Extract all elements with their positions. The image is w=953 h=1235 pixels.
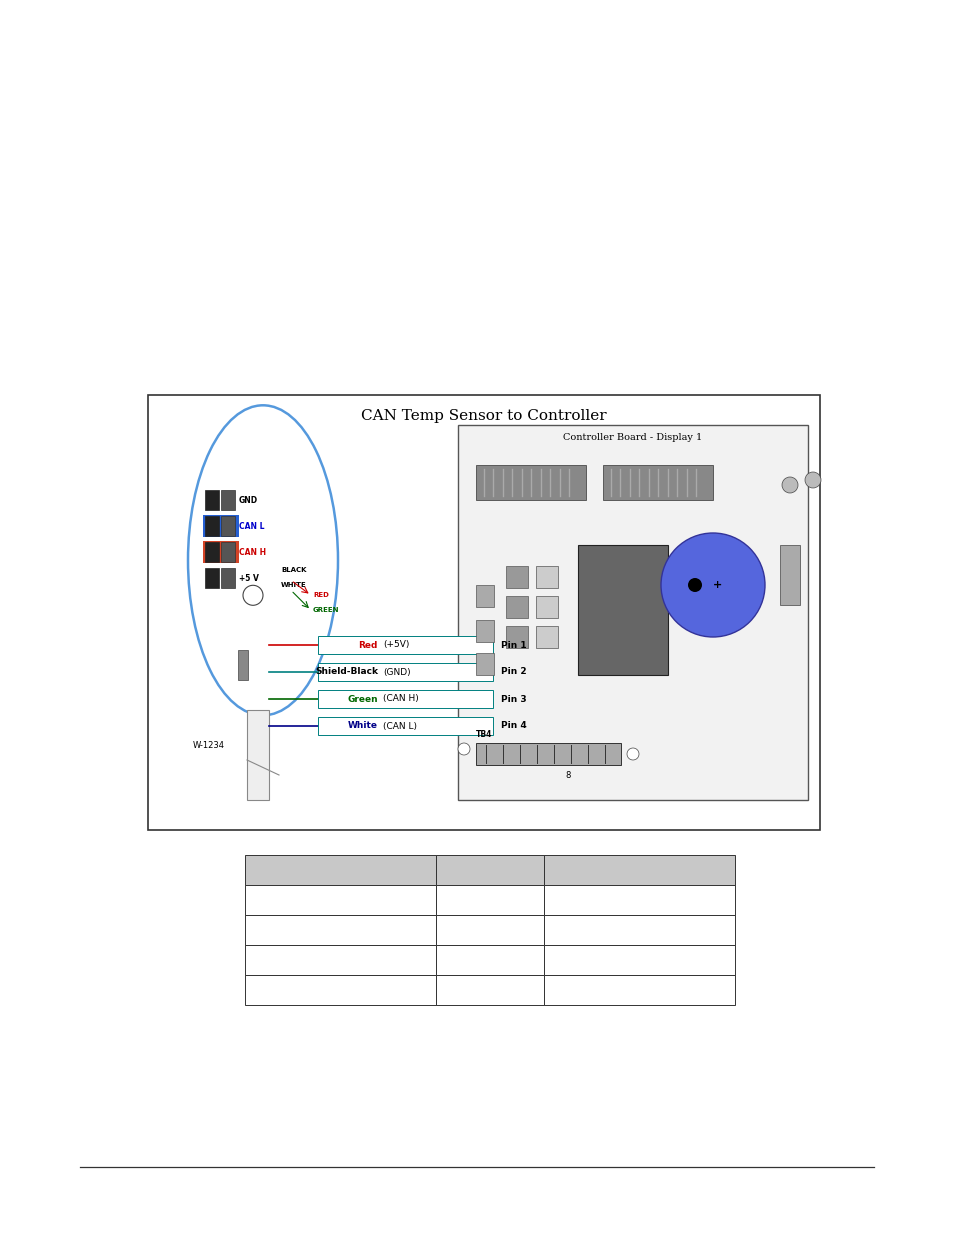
Text: Red: Red [358,641,377,650]
Bar [457,425,807,800]
Bar [205,490,219,510]
Bar [317,718,493,735]
Text: CAN H: CAN H [239,548,266,557]
Bar [245,855,436,885]
Bar [543,915,734,945]
Bar [245,974,436,1005]
Circle shape [243,585,263,605]
Bar [543,855,734,885]
Bar [205,516,219,536]
Text: Green: Green [347,694,377,704]
Text: (CAN L): (CAN L) [382,721,416,730]
Bar [221,516,234,536]
Text: Shield-Black: Shield-Black [314,667,377,677]
Bar [536,626,558,648]
Bar [543,945,734,974]
Text: BLACK: BLACK [281,567,306,573]
Bar [436,974,543,1005]
Ellipse shape [188,405,337,715]
Circle shape [804,472,821,488]
Text: Pin 4: Pin 4 [500,721,526,730]
Bar [780,545,800,605]
Circle shape [457,743,470,755]
Text: +5 V: +5 V [239,574,258,583]
Bar [476,620,494,642]
Bar [436,915,543,945]
Text: W-1234: W-1234 [193,741,225,750]
Bar [436,945,543,974]
Bar [436,855,543,885]
Text: Pin 3: Pin 3 [500,694,526,704]
Text: (+5V): (+5V) [382,641,409,650]
Bar [203,515,239,537]
Bar [505,626,527,648]
Bar [148,395,820,830]
Text: 8: 8 [565,771,571,781]
Bar [245,945,436,974]
Bar [317,690,493,708]
Bar [221,542,234,562]
Bar [205,568,219,588]
Bar [245,885,436,915]
Bar [317,636,493,655]
Bar [536,566,558,588]
Text: TB4: TB4 [476,730,492,739]
Text: White: White [348,721,377,730]
Text: RED: RED [313,593,329,598]
Text: GREEN: GREEN [313,608,339,614]
Circle shape [687,578,701,592]
Bar [203,541,239,563]
Text: Pin 2: Pin 2 [500,667,526,677]
Bar [602,466,712,500]
Circle shape [626,748,639,760]
Text: GND: GND [239,495,258,505]
Text: Pin 1: Pin 1 [500,641,526,650]
Bar [505,566,527,588]
Bar [245,915,436,945]
Bar [237,651,248,680]
Text: CAN L: CAN L [239,522,264,531]
Bar [221,568,234,588]
Bar [476,466,585,500]
Text: (CAN H): (CAN H) [382,694,418,704]
Bar [436,885,543,915]
Bar [543,974,734,1005]
Circle shape [781,477,797,493]
Bar [476,585,494,606]
Bar [205,542,219,562]
Text: +: + [713,580,721,590]
Bar [221,490,234,510]
Bar [247,710,269,800]
Bar [317,663,493,680]
Text: CAN Temp Sensor to Controller: CAN Temp Sensor to Controller [361,409,606,424]
Text: Controller Board - Display 1: Controller Board - Display 1 [563,433,702,442]
Text: WHITE: WHITE [281,582,307,588]
Text: (GND): (GND) [382,667,410,677]
Bar [536,597,558,618]
Bar [476,743,620,764]
Bar [543,885,734,915]
Bar [505,597,527,618]
Bar [476,653,494,676]
Circle shape [660,534,764,637]
Bar [578,545,667,676]
